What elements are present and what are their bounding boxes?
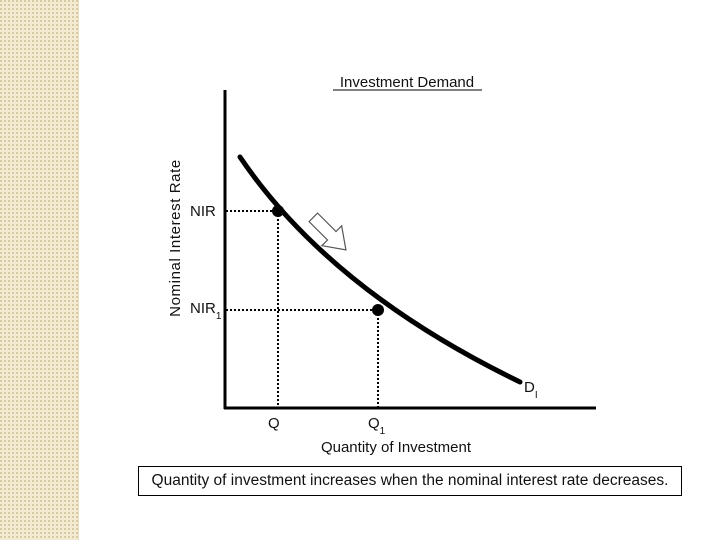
x-axis-label: Quantity of Investment	[321, 439, 472, 456]
point-nir-q	[272, 205, 284, 217]
q-label: Q	[268, 415, 280, 432]
q1-label: Q1	[368, 415, 386, 437]
movement-arrow-icon	[308, 212, 347, 251]
investment-demand-curve	[237, 154, 523, 385]
decorative-side-strip	[0, 0, 79, 540]
caption-text: Quantity of investment increases when th…	[151, 472, 669, 489]
caption-box: Quantity of investment increases when th…	[138, 466, 682, 496]
diagram-title: Investment Demand	[340, 74, 474, 91]
point-nir1-q1	[372, 304, 384, 316]
y-axis-label: Nominal Interest Rate	[167, 159, 184, 317]
curve-label-di: DI	[524, 379, 538, 401]
nir-label: NIR	[190, 203, 216, 220]
nir1-label: NIR1	[190, 300, 222, 322]
